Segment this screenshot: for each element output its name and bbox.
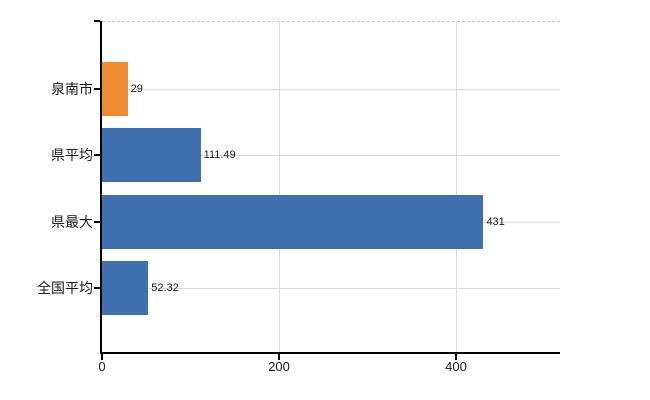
x-axis-tick-label: 0 [98,359,106,374]
bar-県最大 [102,195,484,249]
category-label: 県平均 [51,147,93,163]
y-axis-top-tick [94,20,100,22]
bar-全国平均 [102,261,149,315]
value-label: 431 [486,216,505,228]
x-axis-tick-label: 400 [445,359,467,374]
x-axis-line [100,352,560,354]
x-axis-tick-label: 200 [268,359,290,374]
vertical-gridline [279,21,280,352]
y-axis-line [100,21,102,352]
x-axis-tick [278,353,280,360]
bar-県平均 [102,128,201,182]
x-axis-tick [455,353,457,360]
bar-泉南市 [102,62,128,116]
y-axis-tick [94,221,100,223]
y-axis-tick [94,88,100,90]
y-axis-tick [94,287,100,289]
category-label: 県最大 [51,214,93,230]
value-label: 52.32 [151,282,179,294]
horizontal-gridline [102,155,560,156]
plot-area [102,21,560,352]
y-axis-tick [94,154,100,156]
category-label: 全国平均 [37,280,93,296]
value-label: 29 [130,83,143,95]
vertical-gridline [456,21,457,352]
x-axis-tick [101,353,103,360]
category-label: 泉南市 [51,81,93,97]
value-label: 111.49 [203,149,236,161]
horizontal-gridline [102,288,560,289]
horizontal-gridline [102,89,560,90]
